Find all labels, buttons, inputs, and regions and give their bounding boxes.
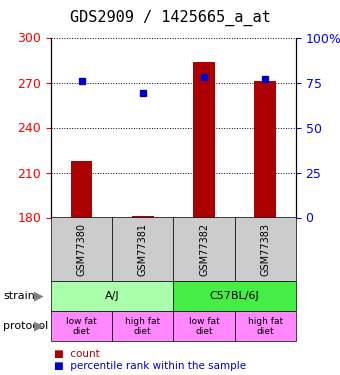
- Text: strain: strain: [3, 291, 35, 301]
- Text: ▶: ▶: [34, 320, 44, 333]
- Text: GSM77383: GSM77383: [260, 223, 270, 276]
- Text: high fat
diet: high fat diet: [248, 316, 283, 336]
- Text: low fat
diet: low fat diet: [189, 316, 219, 336]
- Text: high fat
diet: high fat diet: [125, 316, 160, 336]
- Text: ■  count: ■ count: [54, 350, 100, 359]
- Text: ■  percentile rank within the sample: ■ percentile rank within the sample: [54, 361, 246, 370]
- Text: low fat
diet: low fat diet: [66, 316, 97, 336]
- Text: GDS2909 / 1425665_a_at: GDS2909 / 1425665_a_at: [70, 10, 270, 26]
- Text: A/J: A/J: [105, 291, 120, 301]
- Bar: [193, 62, 215, 217]
- Text: ▶: ▶: [34, 290, 44, 303]
- Text: protocol: protocol: [3, 321, 49, 331]
- Text: GSM77381: GSM77381: [138, 223, 148, 276]
- Bar: [254, 81, 276, 218]
- Bar: [71, 160, 92, 218]
- Text: GSM77382: GSM77382: [199, 223, 209, 276]
- Text: GSM77380: GSM77380: [76, 223, 87, 276]
- Text: C57BL/6J: C57BL/6J: [210, 291, 259, 301]
- Bar: [132, 216, 154, 217]
